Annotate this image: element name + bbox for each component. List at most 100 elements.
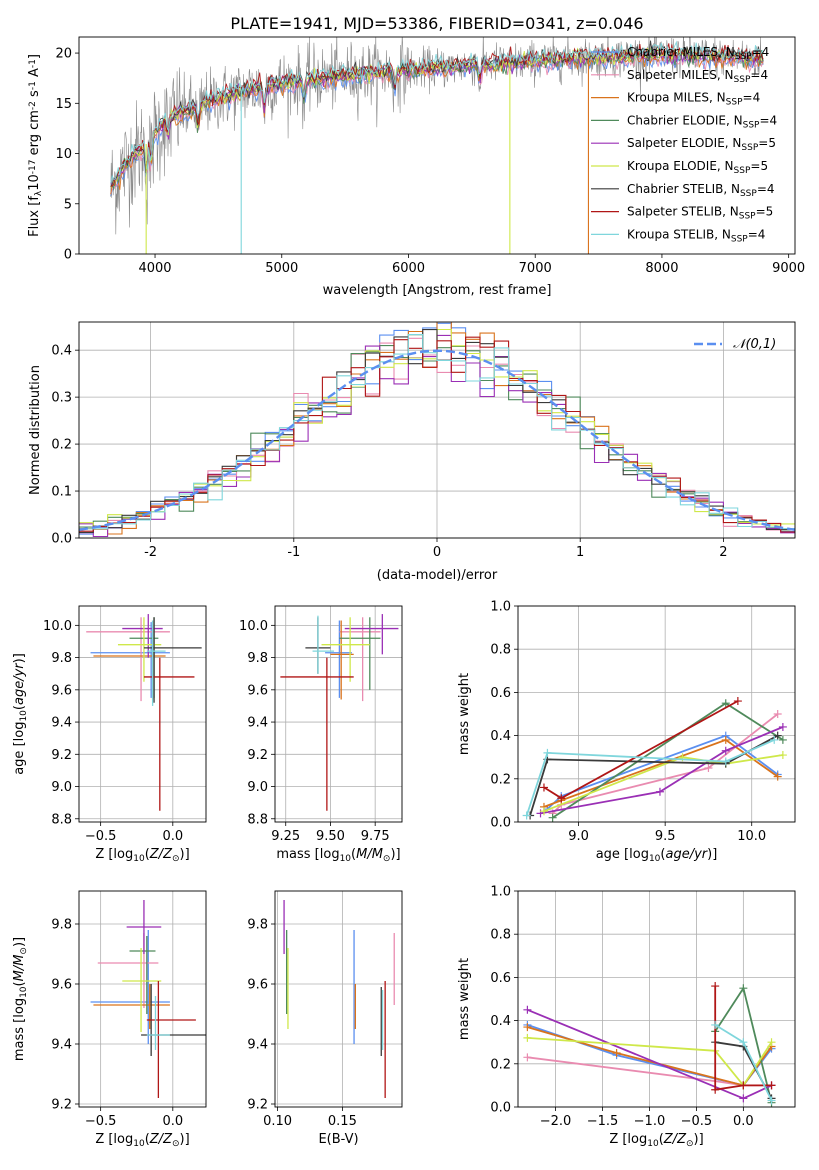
legend-entry-part: SSP bbox=[740, 188, 757, 198]
mass-weight-marker-salpeter-stelib bbox=[733, 697, 742, 706]
x-axis-label: E(B-V) bbox=[318, 1132, 358, 1147]
x-axis-label-part: )] bbox=[694, 1132, 704, 1147]
y-tick-label: 10 bbox=[55, 147, 72, 162]
legend-entry-part: SSP bbox=[734, 74, 751, 84]
x-tick-label: 0.0 bbox=[162, 1114, 183, 1129]
axes-frame bbox=[274, 890, 403, 1108]
y-tick-label: 9.2 bbox=[51, 1098, 72, 1113]
mass-weight-marker-salpeter-stelib bbox=[539, 783, 548, 792]
mass-weight-marker-salpeter-stelib bbox=[739, 1081, 748, 1090]
y-axis-label-part: -2 bbox=[28, 101, 38, 110]
x-tick-label: −1.0 bbox=[634, 1114, 666, 1129]
mass-weight-marker-chabrier-stelib bbox=[773, 731, 782, 740]
axes-frame bbox=[78, 605, 207, 823]
spectrum-panel: 4000 5000 6000 7000 8000 9000 0 5 10 15 20 Chabrier… bbox=[27, 36, 805, 298]
model-line-kroupa-stelib bbox=[110, 40, 764, 184]
legend-entry-part: Salpeter MILES, N bbox=[627, 68, 734, 82]
y-axis-label-part: erg cm bbox=[27, 110, 42, 159]
mass-weight-marker-kroupa-miles bbox=[721, 735, 730, 744]
legend-entry-part: SSP bbox=[735, 52, 752, 62]
y-axis-label-part: -17 bbox=[28, 160, 38, 175]
x-axis-label: mass [log10(M/M⊙)] bbox=[276, 847, 400, 864]
x-tick-label: 0.10 bbox=[263, 1114, 292, 1129]
y-axis-label: Normed distribution bbox=[28, 365, 43, 495]
mass-weight-marker-salpeter-miles bbox=[523, 1053, 532, 1062]
x-axis-label-part: ( bbox=[145, 847, 150, 862]
model-line-kroupa-miles bbox=[110, 48, 764, 195]
x-tick-label: −0.5 bbox=[85, 1114, 117, 1129]
x-axis-label-part: )] bbox=[707, 847, 717, 862]
x-axis-label: Z [log10(Z/Z⊙)] bbox=[95, 847, 189, 864]
legend-entry-part: SSP bbox=[739, 211, 756, 221]
legend-entry-part: SSP bbox=[734, 166, 751, 176]
y-axis-label-part: ( bbox=[12, 705, 27, 710]
mass-weight-line-salpeter-stelib bbox=[543, 700, 739, 800]
x-axis-label-part: ( bbox=[659, 1132, 664, 1147]
residuals-panel: -2 -1 0 1 2 0.0 0.1 0.2 0.3 0.4 𝒩(0,1) (data-model)… bbox=[28, 321, 796, 583]
x-axis-label-part: )] bbox=[180, 1132, 190, 1147]
x-axis-label-part: age [log bbox=[596, 847, 649, 862]
y-tick-label: 9.8 bbox=[51, 918, 72, 933]
mass-weight-marker-kroupa-stelib bbox=[739, 1038, 748, 1047]
x-tick-label: 9000 bbox=[772, 261, 805, 276]
legend-entry: Kroupa MILES, NSSP=4 bbox=[627, 91, 760, 108]
mass-weight-vs-metallicity-panel: −2.0 −1.5 −1.0 −0.5 0.0 0.0 0.2 0.4 0.6 0.8 1.0 Z [… bbox=[457, 885, 796, 1149]
x-axis-label-part: 10 bbox=[133, 854, 145, 864]
mass-weight-marker-chabrier-elodie bbox=[778, 735, 787, 744]
y-tick-label: 20 bbox=[55, 47, 72, 62]
x-axis-label-part: 10 bbox=[647, 1139, 659, 1149]
x-tick-label: 1 bbox=[576, 545, 584, 560]
y-axis-label-part: ⊙ bbox=[19, 947, 29, 955]
mass-weight-marker-chabrier-elodie bbox=[721, 699, 730, 708]
legend-entry-part: =4 bbox=[743, 91, 761, 105]
y-tick-label: 9.8 bbox=[51, 651, 72, 666]
legend-entry: Kroupa ELODIE, NSSP=5 bbox=[627, 159, 768, 176]
x-axis-label-part: ⊙ bbox=[172, 854, 180, 864]
x-axis-label-part: M/M bbox=[356, 847, 383, 862]
y-tick-label: 0.0 bbox=[51, 532, 72, 547]
mass-weight-marker-salpeter-stelib bbox=[767, 1081, 776, 1090]
mass-weight-marker-salpeter-elodie bbox=[536, 809, 545, 818]
axes-frame bbox=[274, 605, 403, 823]
x-tick-label: 9.25 bbox=[271, 829, 300, 844]
y-axis-label-part: ( bbox=[12, 981, 27, 986]
y-tick-label: 0.2 bbox=[490, 772, 511, 787]
x-axis-label-part: 10 bbox=[649, 854, 661, 864]
y-axis-label: age [log10(age/yr)] bbox=[12, 653, 29, 775]
x-tick-label: 0.0 bbox=[733, 1114, 754, 1129]
y-tick-label: 9.2 bbox=[247, 1098, 268, 1113]
mass-weight-marker-kroupa-stelib bbox=[711, 1020, 720, 1029]
legend-entry-part: Chabrier STELIB, N bbox=[627, 182, 740, 196]
mass-weight-marker-salpeter-elodie bbox=[655, 787, 664, 796]
y-tick-label: 0.6 bbox=[490, 686, 511, 701]
x-tick-label: 4000 bbox=[138, 261, 171, 276]
x-tick-label: 9.0 bbox=[568, 829, 589, 844]
y-axis-label-part: )] bbox=[12, 653, 27, 663]
x-tick-label: 0.0 bbox=[162, 829, 183, 844]
mass-weight-marker-kroupa-stelib bbox=[770, 735, 779, 744]
y-axis-label: mass weight bbox=[457, 673, 472, 755]
mass-weight-line-salpeter-elodie bbox=[540, 726, 784, 815]
x-tick-label: 2 bbox=[719, 545, 727, 560]
age-vs-metallicity-panel: −0.5 0.08.89.09.29.49.69.810.0Z [log10(Z/… bbox=[12, 605, 207, 864]
mass-weight-line-kroupa-miles bbox=[543, 738, 779, 808]
axes-frame bbox=[78, 36, 796, 255]
legend-entry-part: Salpeter STELIB, N bbox=[627, 205, 739, 219]
y-axis-label-part: -1 bbox=[28, 81, 38, 90]
y-tick-label: 0.1 bbox=[51, 485, 72, 500]
x-axis-label: wavelength [Angstrom, rest frame] bbox=[323, 283, 552, 298]
y-tick-label: 9.8 bbox=[247, 918, 268, 933]
legend-entry-part: Kroupa STELIB, N bbox=[627, 227, 731, 241]
mass-weight-marker-salpeter-miles bbox=[704, 764, 713, 772]
mass-weight-marker-kroupa-stelib bbox=[522, 811, 531, 820]
y-tick-label: 10.0 bbox=[43, 619, 72, 634]
x-tick-label: 0.15 bbox=[328, 1114, 357, 1129]
x-axis-label-part: 10 bbox=[133, 1139, 145, 1149]
mass-weight-marker-kroupa-stelib bbox=[767, 1096, 776, 1105]
y-axis-label-part: M/M bbox=[12, 955, 27, 982]
residual-histogram-kroupa-stelib bbox=[79, 333, 795, 530]
y-tick-label: 1.0 bbox=[490, 600, 511, 615]
x-tick-label: 5000 bbox=[265, 261, 298, 276]
legend-entry-part: Chabrier MILES, N bbox=[627, 45, 735, 59]
y-axis-label-part: A bbox=[27, 68, 42, 81]
